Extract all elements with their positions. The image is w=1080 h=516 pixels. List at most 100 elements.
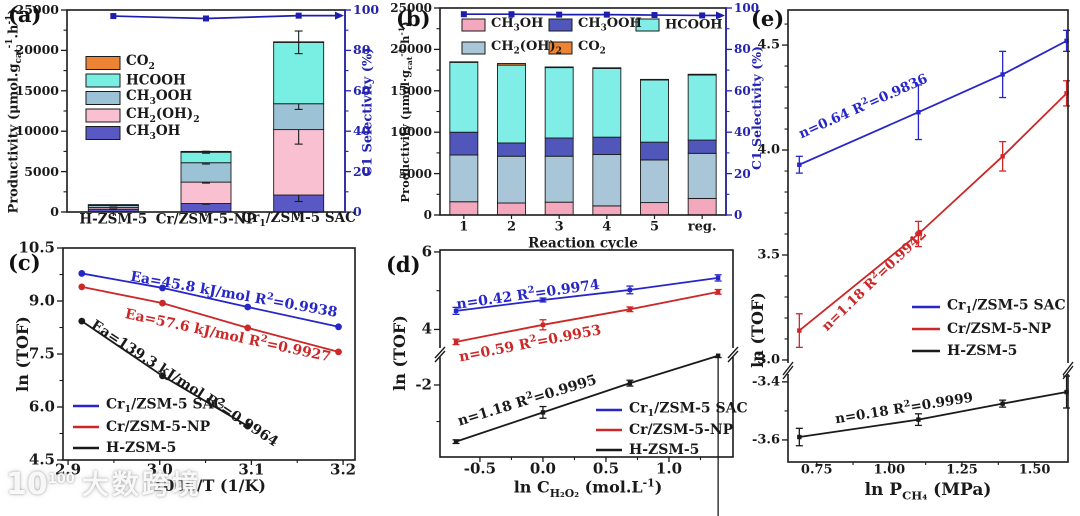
- y-tick-label: 15000: [15, 82, 60, 98]
- annotation: n=1.18 R2=0.9995: [455, 371, 599, 430]
- panel-label-c: (c): [8, 250, 41, 275]
- annotation: n=0.64 R2=0.9836: [795, 70, 930, 143]
- y-tick-label: -3.4: [751, 374, 780, 390]
- panel-label-e: (e): [751, 6, 785, 31]
- bar-segment: [592, 67, 622, 69]
- legend-item-label: CO2: [578, 38, 606, 57]
- y2-tick-label: 40: [353, 122, 371, 138]
- y-tick-label: 15000: [390, 83, 432, 98]
- bar-segment: [687, 73, 717, 76]
- x-category-label: 2: [506, 219, 517, 235]
- x-category-label: 3: [554, 219, 564, 235]
- data-point: [335, 348, 342, 356]
- watermark-logo-sup: 100: [47, 472, 75, 487]
- legend-item-label: CO2: [126, 53, 155, 72]
- data-point: [540, 322, 546, 328]
- bar-segment: [497, 63, 526, 66]
- axis-break-icon: [434, 346, 446, 359]
- x-axis-title: ln PCH₄ (MPa): [864, 480, 992, 503]
- x-tick-label: 2.9: [54, 460, 82, 479]
- x-tick-label: 0.75: [800, 462, 833, 478]
- selectivity-arrow-icon: [335, 11, 344, 20]
- x-tick-label: 1.25: [946, 462, 978, 478]
- selectivity-marker: [295, 12, 302, 19]
- data-point: [244, 324, 252, 332]
- y-tick-label: 9.0: [28, 291, 55, 310]
- axis-break-icon: [1062, 365, 1074, 380]
- y-axis-title: ln (TOF): [390, 315, 409, 391]
- axis-break-icon: [727, 350, 739, 363]
- data-point: [453, 308, 459, 314]
- data-point: [916, 231, 921, 237]
- bar-segment: [497, 64, 526, 144]
- data-point: [715, 275, 721, 281]
- data-point: [715, 289, 721, 295]
- data-point: [627, 287, 633, 293]
- selectivity-marker: [699, 12, 706, 19]
- legend-item-label: CH3OOH: [578, 15, 642, 34]
- x-tick-label: 0.5: [592, 459, 620, 478]
- legend-item-label: CH2(OH)2: [126, 105, 200, 125]
- axis-break-icon: [782, 361, 794, 376]
- bar-segment: [544, 66, 574, 69]
- legend-item-label: HCOOH: [126, 71, 186, 88]
- data-point: [244, 303, 252, 311]
- x-category-label: 5: [649, 219, 660, 235]
- y-tick-label: 4.5: [28, 450, 55, 469]
- data-point: [244, 422, 252, 430]
- data-line: [455, 290, 719, 343]
- legend-swatch: [85, 108, 121, 123]
- legend-item-label: H-ZSM-5: [106, 440, 177, 456]
- data-point: [916, 110, 921, 115]
- legend-swatch: [85, 91, 121, 105]
- data-point: [715, 353, 721, 358]
- y-tick-label: 3.0: [757, 352, 780, 368]
- data-line: [455, 277, 719, 312]
- data-point: [916, 417, 921, 422]
- y-tick-label: 5000: [398, 166, 432, 181]
- y2-axis-title: C1 Selectivity (%): [360, 47, 376, 177]
- bar-segment: [592, 67, 622, 138]
- legend-swatch: [461, 18, 486, 32]
- data-point: [797, 434, 802, 440]
- x-axis-title: Reaction cycle: [528, 235, 638, 252]
- panel-label-d: (d): [386, 252, 421, 277]
- legend-item-label: Cr/ZSM-5-NP: [629, 422, 734, 438]
- y2-tick-label: 60: [353, 82, 371, 98]
- data-point: [78, 317, 86, 325]
- y-tick-label: -2: [415, 375, 432, 394]
- legend-item-label: HCOOH: [665, 17, 723, 33]
- legend-item-label: Cr1/ZSM-5 SAC: [947, 297, 1066, 317]
- x-tick-label: 1.0: [655, 459, 683, 478]
- selectivity-arrow-icon: [716, 11, 725, 20]
- selectivity-line: [463, 13, 703, 17]
- legend-swatch: [548, 18, 573, 32]
- watermark-text: 大数跨境: [81, 469, 202, 501]
- y-tick-label: 6: [421, 242, 432, 261]
- y2-tick-label: 0: [734, 208, 743, 222]
- legend-item-label: Cr/ZSM-5-NP: [106, 419, 211, 435]
- x-category-label: Cr/ZSM-5-NP: [155, 211, 257, 228]
- bar-segment: [640, 78, 669, 81]
- plot-frame: [62, 247, 356, 461]
- data-point: [797, 328, 802, 333]
- data-line: [81, 285, 339, 353]
- annotation: n=1.18 R2=0.9942: [818, 226, 930, 335]
- bar-segment: [640, 159, 669, 204]
- selectivity-marker: [603, 11, 610, 18]
- y-tick-label: 0: [423, 208, 432, 222]
- y2-tick-label: 100: [734, 1, 760, 15]
- data-point: [1064, 38, 1069, 44]
- x-tick-label: 1.00: [873, 462, 906, 478]
- legend-swatch: [85, 73, 121, 88]
- bar-segment: [449, 61, 479, 63]
- y-tick-label: 20000: [390, 42, 432, 57]
- y-tick-label: 4.5: [757, 37, 780, 53]
- bar-segment: [87, 204, 139, 206]
- axis-break-icon: [727, 346, 739, 359]
- legend-item-label: CH3OOH: [126, 88, 193, 107]
- y2-tick-label: 0: [353, 203, 362, 219]
